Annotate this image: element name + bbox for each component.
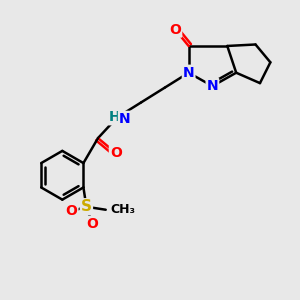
Text: N: N	[207, 79, 218, 93]
Text: CH₃: CH₃	[110, 203, 135, 216]
Text: S: S	[81, 199, 92, 214]
Text: O: O	[110, 146, 122, 160]
Text: O: O	[169, 22, 181, 37]
Text: H: H	[109, 110, 120, 124]
Text: N: N	[183, 66, 194, 80]
Text: O: O	[66, 204, 77, 218]
Text: O: O	[86, 217, 98, 231]
Text: N: N	[119, 112, 130, 126]
